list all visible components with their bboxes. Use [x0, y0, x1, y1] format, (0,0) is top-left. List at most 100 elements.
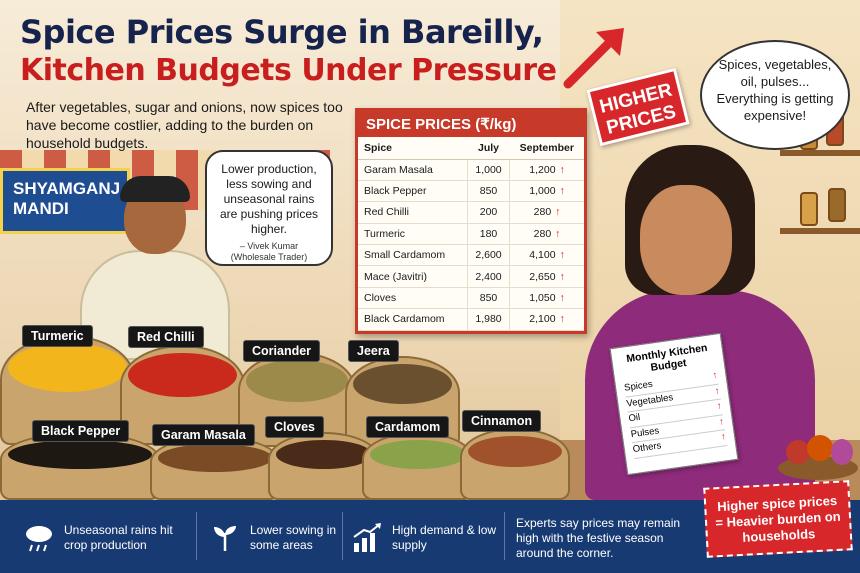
fact-experts-text: Experts say prices may remain high with …: [516, 515, 681, 560]
july-price: 2,400: [466, 265, 510, 288]
spice-label-tag: Jeera: [348, 340, 399, 362]
up-arrow-icon: ↑: [559, 163, 565, 176]
spice-name: Black Cardamom: [358, 308, 468, 331]
spice-label-tag: Red Chilli: [128, 326, 204, 348]
spice-label-tag: Coriander: [243, 340, 321, 362]
spice-sack: [362, 432, 474, 500]
september-value: 4,100: [529, 249, 556, 262]
july-price: 850: [466, 180, 510, 203]
fact-demand: High demand & low supply: [350, 514, 500, 562]
mandi-sign: SHYAMGANJ MANDI: [0, 168, 130, 234]
up-arrow-icon: ↑: [559, 313, 565, 326]
budget-item-label: Oil: [627, 411, 641, 425]
price-row: Cloves 850 1,050 ↑: [358, 287, 584, 310]
trader-role: (Wholesale Trader): [230, 252, 308, 262]
up-arrow-icon: ↑: [720, 431, 727, 443]
september-value: 1,050: [529, 292, 556, 305]
headline: Spice Prices Surge in Bareilly, Kitchen …: [20, 12, 580, 90]
spice-label-tag: Black Pepper: [32, 420, 130, 442]
july-price: 200: [466, 201, 510, 224]
price-row: Garam Masala 1,000 1,200 ↑: [358, 159, 584, 181]
fact-demand-text: High demand & low supply: [392, 523, 497, 552]
woman-face: [640, 185, 732, 295]
budget-item-label: Others: [632, 440, 662, 456]
september-value: 1,000: [529, 185, 556, 198]
spice-pile: [8, 440, 152, 470]
spice-name: Turmeric: [358, 223, 468, 246]
september-value: 280: [533, 206, 552, 219]
september-price: 1,000 ↑: [509, 180, 584, 203]
spice-label-tag: Cloves: [265, 416, 324, 438]
september-price: 1,050 ↑: [509, 287, 584, 310]
up-arrow-icon: ↑: [559, 292, 565, 305]
price-table-title: SPICE PRICES (₹/kg): [358, 111, 584, 137]
rising-arrow-icon: [563, 28, 624, 89]
price-row: Red Chilli 200 280 ↑: [358, 201, 584, 224]
spice-label-tag: Turmeric: [22, 325, 93, 347]
vegetable-basket-icon: [778, 435, 858, 480]
price-row: Small Cardamom 2,600 4,100 ↑: [358, 244, 584, 267]
spice-pile: [246, 360, 348, 402]
column-header-september: September: [509, 137, 584, 160]
up-arrow-icon: ↑: [559, 270, 565, 283]
subheadline: After vegetables, sugar and onions, now …: [26, 99, 343, 151]
september-price: 2,650 ↑: [509, 265, 584, 288]
up-arrow-icon: ↑: [718, 415, 725, 428]
spice-pile: [158, 444, 272, 472]
spice-name: Black Pepper: [358, 180, 468, 203]
price-row: Black Cardamom 1,980 2,100 ↑: [358, 308, 584, 331]
divider: [342, 512, 343, 560]
column-header-july: July: [467, 137, 510, 160]
woman-thought-bubble: Spices, vegetables, oil, pulses... Every…: [700, 40, 850, 150]
up-arrow-icon: ↑: [555, 206, 561, 219]
trader-hair: [120, 176, 190, 202]
spice-sack: [150, 436, 280, 500]
conclusion-badge: Higher spice prices = Heavier burden on …: [703, 480, 853, 558]
kitchen-shelf: [780, 150, 860, 156]
july-price: 2,600: [466, 244, 510, 267]
up-arrow-icon: ↑: [714, 385, 721, 397]
september-value: 1,200: [529, 163, 556, 176]
price-table-header: Spice July September: [358, 137, 584, 160]
september-value: 2,100: [529, 313, 556, 326]
headline-line-2: Kitchen Budgets Under Pressure: [20, 53, 557, 88]
spice-sack: [0, 432, 160, 500]
september-price: 280 ↑: [509, 223, 584, 246]
spice-pile: [353, 364, 452, 405]
september-value: 280: [533, 227, 552, 240]
spice-sack: [268, 432, 380, 500]
column-header-spice: Spice: [358, 137, 468, 160]
fact-experts: Experts say prices may remain high with …: [516, 514, 696, 562]
divider: [196, 512, 197, 560]
budget-note: Monthly Kitchen Budget Spices ↑ Vegetables…: [609, 332, 739, 476]
spice-name: Red Chilli: [358, 201, 468, 224]
spice-pile: [276, 440, 372, 470]
trader-name: – Vivek Kumar: [239, 241, 299, 251]
spice-label-tag: Cardamom: [366, 416, 450, 438]
spice-name: Garam Masala: [358, 159, 468, 181]
headline-line-1: Spice Prices Surge in Bareilly,: [20, 13, 544, 51]
spice-pile: [128, 353, 237, 398]
fact-rain: Unseasonal rains hit crop production: [22, 514, 182, 562]
spice-price-table: SPICE PRICES (₹/kg) Spice July September…: [355, 108, 587, 334]
fact-rain-text: Unseasonal rains hit crop production: [64, 523, 173, 552]
july-price: 180: [466, 223, 510, 246]
july-price: 1,000: [466, 159, 510, 181]
up-arrow-icon: ↑: [711, 369, 719, 382]
july-price: 850: [466, 287, 510, 310]
spice-name: Small Cardamom: [358, 244, 468, 267]
trader-speech-bubble: Lower production, less sowing and unseas…: [205, 150, 333, 266]
july-price: 1,980: [466, 308, 510, 331]
september-price: 2,100 ↑: [509, 308, 584, 331]
sprout-icon: [214, 526, 236, 551]
spice-pile: [370, 440, 466, 470]
price-row: Turmeric 180 280 ↑: [358, 223, 584, 246]
spice-jar-icon: [800, 192, 818, 226]
spice-name: Cloves: [358, 287, 468, 310]
up-arrow-icon: ↑: [559, 249, 565, 262]
price-table-grid: Spice July September Garam Masala 1,000 1,…: [358, 137, 584, 331]
trader-quote-text: Lower production, less sowing and unseas…: [219, 162, 319, 236]
fact-sowing-text: Lower sowing in some areas: [250, 523, 337, 552]
price-row: Mace (Javitri) 2,400 2,650 ↑: [358, 265, 584, 288]
